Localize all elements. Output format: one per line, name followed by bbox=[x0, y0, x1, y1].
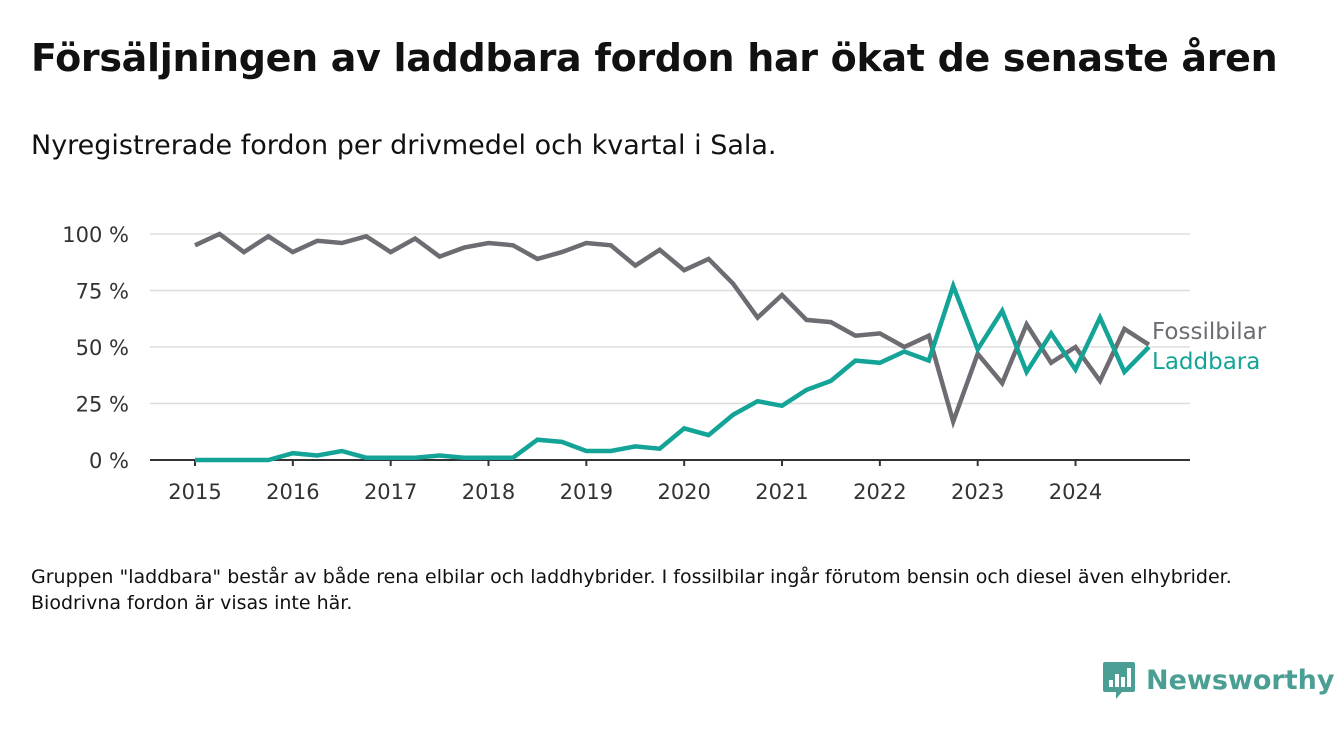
y-tick-label: 75 % bbox=[76, 280, 129, 304]
y-tick-label: 25 % bbox=[76, 393, 129, 417]
x-tick-label: 2016 bbox=[266, 480, 319, 504]
series-lines bbox=[194, 231, 1151, 463]
brand: Newsworthy bbox=[1102, 660, 1334, 700]
x-tick-label: 2017 bbox=[364, 480, 417, 504]
newsworthy-logo-icon bbox=[1103, 662, 1135, 699]
series-line-fossilbilar bbox=[194, 231, 1151, 429]
x-tick-label: 2024 bbox=[1049, 480, 1102, 504]
y-axis-tick-labels: 0 % 25 % 50 % 75 % 100 % bbox=[62, 223, 129, 473]
y-tick-label: 100 % bbox=[62, 223, 129, 247]
chart-subtitle: Nyregistrerade fordon per drivmedel och … bbox=[31, 130, 777, 161]
x-tick-label: 2020 bbox=[657, 480, 710, 504]
x-tick-label: 2021 bbox=[755, 480, 808, 504]
series-label-laddbara: Laddbara bbox=[1152, 349, 1260, 375]
x-tick-label: 2015 bbox=[168, 480, 221, 504]
x-tick-label: 2019 bbox=[560, 480, 613, 504]
x-tick-label: 2023 bbox=[951, 480, 1004, 504]
y-tick-label: 50 % bbox=[76, 336, 129, 360]
x-tick-label: 2018 bbox=[462, 480, 515, 504]
chart-footnote: Gruppen "laddbara" består av både rena e… bbox=[31, 566, 1232, 614]
chart-title: Försäljningen av laddbara fordon har öka… bbox=[31, 36, 1278, 80]
series-label-fossilbilar: Fossilbilar bbox=[1152, 319, 1267, 345]
series-line-laddbara bbox=[195, 279, 1151, 463]
x-tick-label: 2022 bbox=[853, 480, 906, 504]
x-axis: 2015 2016 2017 2018 2019 2020 2021 2022 2023 2024 bbox=[150, 459, 1190, 504]
y-tick-label: 0 % bbox=[89, 449, 129, 473]
brand-name: Newsworthy bbox=[1146, 664, 1335, 696]
series-end-labels: Fossilbilar Laddbara bbox=[1152, 319, 1267, 375]
